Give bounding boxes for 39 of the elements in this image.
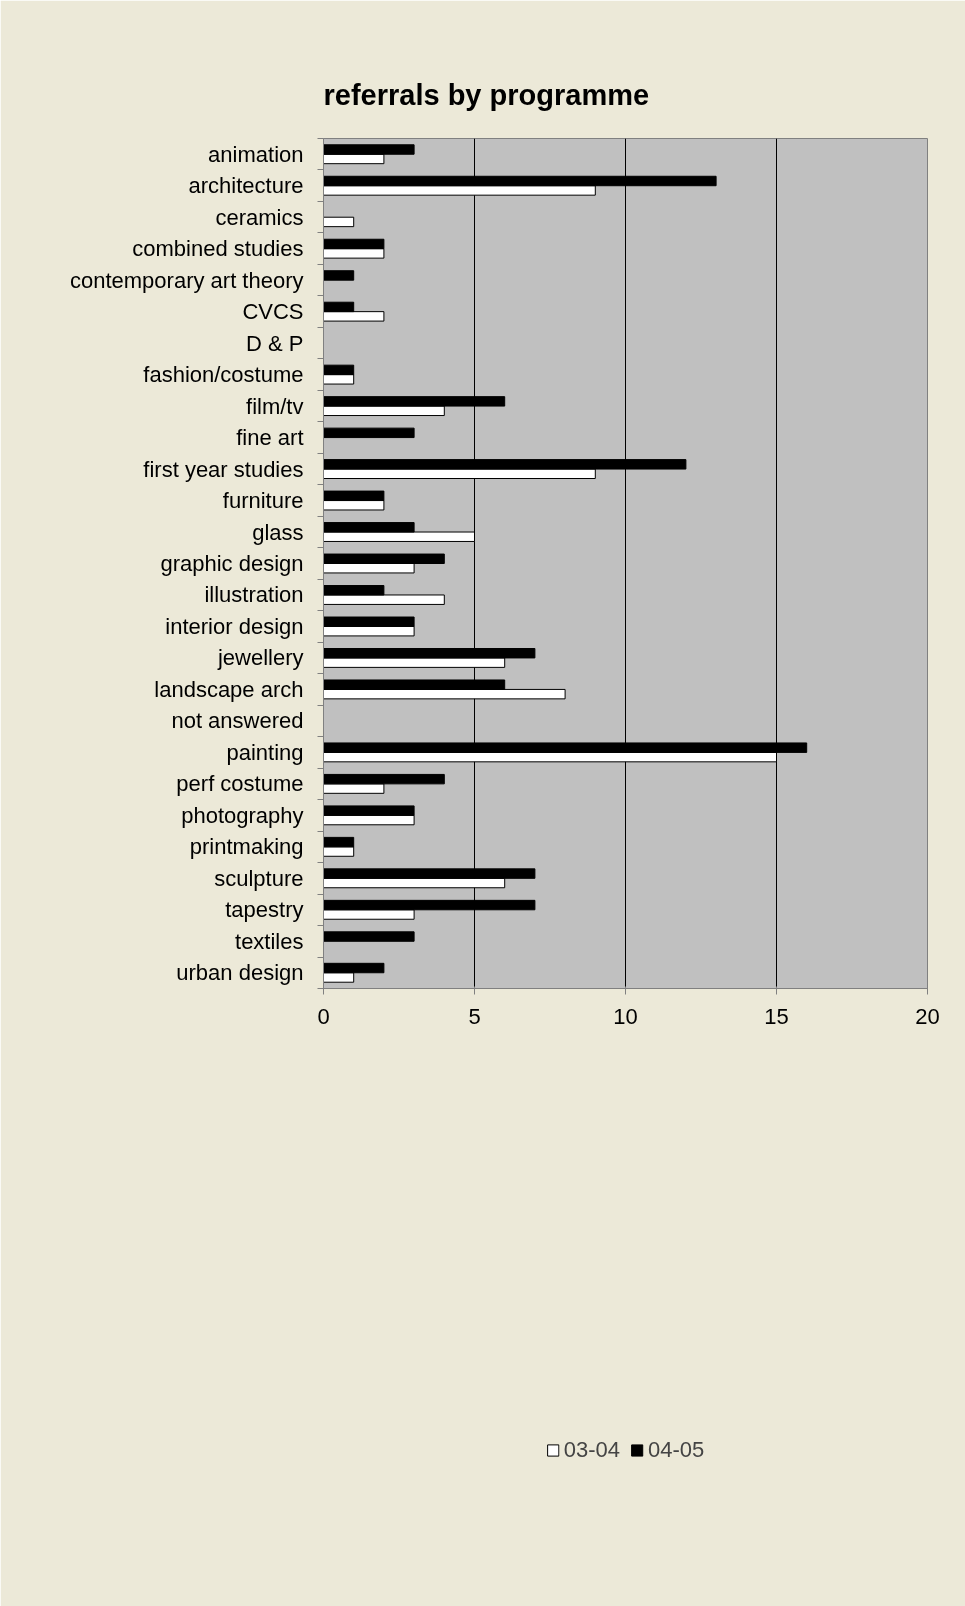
x-tick-label: 0: [317, 1003, 330, 1029]
y-tick-label: perf costume: [176, 771, 304, 797]
y-tick-label: sculpture: [214, 865, 304, 891]
chart-title: referrals by programme: [323, 79, 650, 111]
y-tick-label: painting: [226, 739, 304, 765]
y-tick-label: textiles: [235, 928, 304, 954]
y-tick-label: glass: [252, 519, 304, 545]
y-tick-label: film/tv: [246, 393, 304, 419]
y-tick-label: urban design: [176, 960, 304, 986]
y-tick-label: fine art: [236, 425, 304, 451]
y-tick-label: tapestry: [225, 897, 304, 923]
y-tick-label: landscape arch: [154, 676, 304, 702]
y-tick-label: animation: [208, 141, 304, 167]
y-tick-label: D & P: [246, 330, 304, 356]
y-tick-label: contemporary art theory: [69, 267, 304, 293]
bar: [323, 427, 415, 439]
y-tick-label: first year studies: [143, 456, 304, 482]
y-tick-label: jewellery: [216, 645, 304, 671]
y-tick-label: combined studies: [132, 236, 304, 262]
y-tick-label: furniture: [222, 488, 304, 514]
y-tick-label: architecture: [188, 173, 304, 199]
bar: [323, 931, 415, 942]
x-tick-label: 20: [915, 1003, 940, 1029]
legend-label: 04-05: [648, 1436, 705, 1463]
x-tick-label: 15: [764, 1003, 789, 1029]
bar: [323, 216, 355, 228]
y-tick-label: printmaking: [189, 834, 304, 860]
bar: [323, 270, 355, 281]
legend-label: 03-04: [563, 1436, 620, 1463]
y-tick-label: not answered: [171, 708, 304, 734]
x-tick-label: 5: [468, 1003, 481, 1029]
x-tick-label: 10: [613, 1003, 638, 1029]
y-tick-label: ceramics: [215, 204, 304, 230]
y-tick-label: photography: [181, 802, 304, 828]
y-tick-label: illustration: [204, 582, 304, 608]
y-tick-label: interior design: [165, 613, 304, 639]
y-tick-label: CVCS: [242, 299, 304, 325]
y-tick-label: graphic design: [160, 551, 304, 576]
y-tick-label: fashion/costume: [143, 362, 304, 388]
